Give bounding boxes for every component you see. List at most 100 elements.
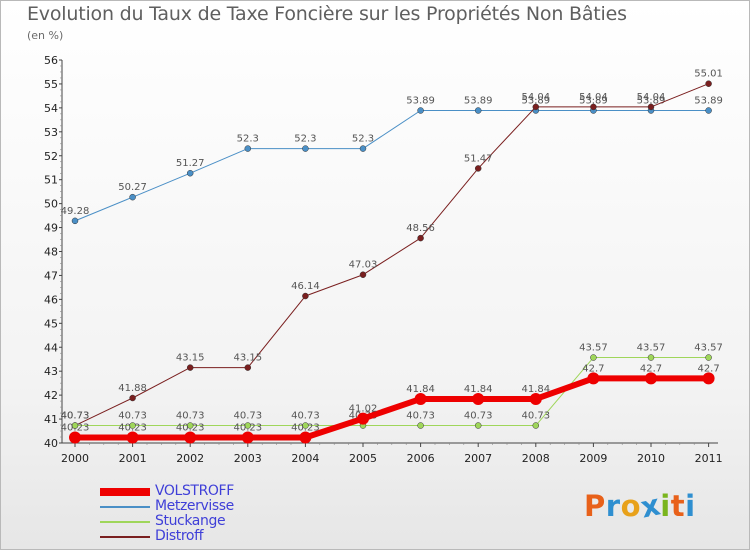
data-point-distroff — [302, 292, 309, 300]
data-label-stuckange: 43.57 — [637, 343, 666, 354]
x-tick-label: 2004 — [291, 452, 319, 465]
legend-label: Stuckange — [155, 513, 226, 529]
data-point-distroff — [244, 364, 252, 371]
x-tick-label: 2002 — [176, 452, 204, 465]
data-point-stuckange — [590, 354, 597, 361]
data-point-distroff — [359, 271, 367, 278]
data-label-stuckange: 43.57 — [579, 343, 608, 354]
series-line-volstroff — [75, 375, 709, 441]
data-label-volstroff: 42.7 — [582, 363, 604, 374]
data-point-distroff — [647, 103, 655, 111]
data-label-metzervisse: 53.89 — [579, 96, 608, 107]
y-tick-label: 42 — [44, 389, 58, 402]
logo-letter: P — [584, 489, 606, 523]
data-label-volstroff: 40.23 — [118, 422, 147, 433]
data-point-volstroff — [529, 392, 542, 405]
data-point-metzervisse — [302, 145, 309, 152]
x-tick-label: 2007 — [464, 452, 492, 465]
data-label-distroff: 54.04 — [521, 92, 550, 103]
x-tick-label: 2009 — [579, 452, 607, 465]
data-label-volstroff: 42.7 — [640, 363, 662, 374]
y-tick-label: 52 — [44, 150, 58, 163]
data-point-volstroff — [184, 431, 197, 444]
y-tick-label: 54 — [44, 102, 58, 115]
x-tick-label: 2006 — [407, 452, 435, 465]
data-label-distroff: 51.47 — [464, 153, 493, 164]
data-label-volstroff: 40.23 — [176, 422, 205, 433]
x-tick-label: 2001 — [119, 452, 147, 465]
data-label-stuckange: 40.73 — [291, 411, 320, 422]
data-label-metzervisse: 50.27 — [118, 182, 147, 193]
y-tick-label: 45 — [44, 317, 58, 330]
x-tick-label: 2008 — [522, 452, 550, 465]
data-point-stuckange — [244, 422, 252, 429]
data-label-metzervisse: 53.89 — [694, 96, 723, 107]
data-label-distroff: 54.04 — [579, 92, 608, 103]
y-tick-label: 40 — [44, 437, 58, 450]
data-point-volstroff — [299, 431, 312, 444]
proxiti-logo: Proxiti — [584, 487, 696, 524]
data-point-distroff — [474, 165, 482, 172]
data-point-volstroff — [357, 412, 369, 425]
data-label-stuckange: 40.73 — [176, 411, 205, 422]
data-label-stuckange: 40.73 — [233, 411, 262, 422]
data-point-stuckange — [532, 422, 540, 429]
y-tick-label: 47 — [44, 269, 58, 282]
x-tick-label: 2003 — [234, 452, 262, 465]
data-point-distroff — [186, 364, 194, 371]
data-label-volstroff: 41.84 — [406, 384, 435, 395]
data-point-distroff — [417, 234, 424, 242]
data-label-metzervisse: 51.27 — [176, 158, 205, 169]
data-point-volstroff — [587, 372, 600, 385]
legend-swatch — [100, 488, 150, 496]
data-label-volstroff: 41.84 — [464, 384, 493, 395]
legend-swatch — [100, 506, 150, 508]
data-point-metzervisse — [417, 107, 424, 114]
data-label-stuckange: 40.73 — [118, 411, 147, 422]
data-label-metzervisse: 49.28 — [61, 206, 90, 217]
data-point-distroff — [532, 103, 540, 111]
data-label-metzervisse: 53.89 — [521, 96, 550, 107]
y-tick-label: 53 — [44, 126, 58, 139]
data-label-distroff: 48.56 — [406, 223, 435, 234]
data-label-distroff: 43.15 — [176, 353, 205, 364]
data-point-stuckange — [186, 422, 194, 429]
data-point-volstroff — [241, 431, 254, 444]
data-label-volstroff: 41.84 — [521, 384, 550, 395]
data-point-stuckange — [417, 422, 424, 429]
data-label-metzervisse: 52.3 — [352, 134, 374, 145]
data-label-volstroff: 40.23 — [233, 422, 262, 433]
data-label-distroff: 40.73 — [61, 411, 90, 422]
data-label-distroff: 41.88 — [118, 383, 147, 394]
data-label-metzervisse: 52.3 — [237, 134, 259, 145]
y-tick-label: 51 — [44, 174, 58, 187]
logo-letter: r — [605, 489, 621, 523]
x-tick-label: 2005 — [349, 452, 377, 465]
data-label-distroff: 46.14 — [291, 281, 320, 292]
data-point-stuckange — [129, 422, 136, 429]
data-label-metzervisse: 53.89 — [464, 96, 493, 107]
data-label-stuckange: 40.73 — [406, 411, 435, 422]
y-tick-label: 55 — [44, 78, 58, 91]
data-point-stuckange — [302, 422, 309, 429]
data-point-stuckange — [647, 354, 655, 361]
data-point-metzervisse — [129, 193, 136, 201]
legend-swatch — [100, 521, 150, 523]
logo-letter: t — [670, 489, 686, 523]
series-line-distroff — [74, 83, 709, 426]
x-tick-label: 2000 — [61, 452, 89, 465]
logo-letter: o — [620, 489, 642, 523]
y-tick-label: 48 — [44, 246, 58, 259]
data-label-distroff: 43.15 — [233, 353, 262, 364]
logo-letter: i — [660, 489, 671, 523]
legend-label: Distroff — [155, 528, 204, 544]
data-point-volstroff — [126, 431, 139, 444]
data-label-stuckange: 40.73 — [521, 411, 550, 422]
series-line-stuckange — [75, 357, 709, 427]
data-label-volstroff: 42.7 — [697, 363, 719, 374]
data-point-metzervisse — [705, 107, 712, 114]
data-point-volstroff — [645, 372, 657, 385]
data-label-stuckange: 40.73 — [464, 411, 493, 422]
y-tick-label: 50 — [44, 198, 58, 211]
